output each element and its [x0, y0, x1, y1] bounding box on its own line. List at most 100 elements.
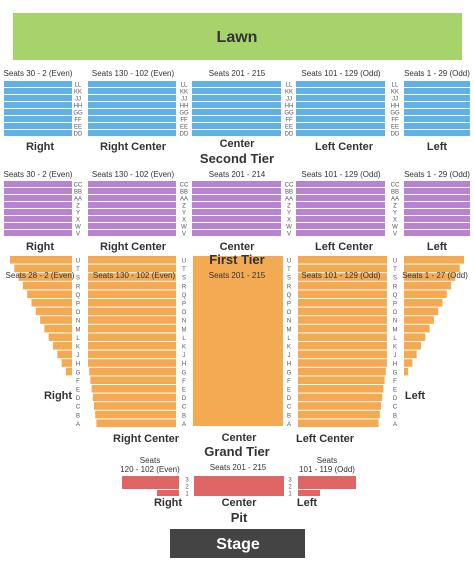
first-left-center-row-bar[interactable] [298, 316, 387, 324]
second-center-row-bar[interactable] [192, 230, 281, 236]
upper-left-row-bar[interactable] [404, 88, 470, 94]
first-left-center-row-bar[interactable] [298, 342, 387, 350]
upper-center-row-bar[interactable] [192, 88, 281, 94]
first-right-section[interactable] [10, 256, 73, 376]
upper-left-section[interactable] [404, 81, 470, 136]
first-left-row-bar[interactable] [404, 359, 413, 367]
pit-right-row-bar[interactable] [157, 490, 179, 496]
upper-center-row-bar[interactable] [192, 95, 281, 101]
first-left-center-row-bar[interactable] [298, 281, 387, 290]
upper-left-row-bar[interactable] [404, 109, 470, 115]
first-right-center-row-bar[interactable] [88, 307, 176, 316]
second-center-row-bar[interactable] [192, 202, 281, 208]
first-right-row-bar[interactable] [31, 299, 73, 307]
first-right-row-bar[interactable] [48, 333, 72, 341]
first-left-row-bar[interactable] [404, 264, 460, 273]
second-right-center-row-bar[interactable] [88, 223, 176, 229]
pit-right-section[interactable] [122, 476, 179, 496]
upper-left-row-bar[interactable] [404, 102, 470, 108]
upper-right-section[interactable] [4, 81, 72, 136]
first-left-row-bar[interactable] [404, 307, 439, 316]
second-right-center-row-bar[interactable] [88, 195, 176, 201]
upper-right-row-bar[interactable] [4, 81, 72, 87]
pit-right-row-bar[interactable] [122, 476, 179, 489]
second-left-row-bar[interactable] [404, 188, 470, 194]
first-left-center-row-bar[interactable] [298, 350, 387, 359]
upper-center-row-bar[interactable] [192, 116, 281, 122]
second-left-row-bar[interactable] [404, 202, 470, 208]
first-left-center-row-bar[interactable] [298, 324, 387, 333]
first-left-center-row-bar[interactable] [298, 376, 385, 384]
pit-left-row-bar[interactable] [298, 476, 356, 489]
second-right-center-row-bar[interactable] [88, 188, 176, 194]
first-left-row-bar[interactable] [404, 333, 426, 341]
second-center-row-bar[interactable] [192, 216, 281, 222]
second-left-row-bar[interactable] [404, 181, 470, 187]
second-left-row-bar[interactable] [404, 230, 470, 236]
first-left-row-bar[interactable] [404, 324, 430, 333]
first-left-section[interactable] [404, 256, 464, 376]
second-right-row-bar[interactable] [4, 209, 72, 215]
second-right-center-row-bar[interactable] [88, 181, 176, 187]
second-right-row-bar[interactable] [4, 202, 72, 208]
upper-right-row-bar[interactable] [4, 102, 72, 108]
second-right-center-row-bar[interactable] [88, 209, 176, 215]
first-right-center-row-bar[interactable] [91, 385, 176, 393]
first-right-center-row-bar[interactable] [88, 299, 176, 307]
first-right-center-row-bar[interactable] [88, 273, 176, 281]
lawn-area[interactable] [13, 13, 462, 60]
upper-center-row-bar[interactable] [192, 123, 281, 129]
second-left-center-row-bar[interactable] [296, 223, 385, 229]
first-right-center-row-bar[interactable] [92, 393, 176, 402]
first-left-center-row-bar[interactable] [298, 290, 387, 298]
first-right-row-bar[interactable] [40, 316, 72, 324]
upper-right-center-section[interactable] [88, 81, 176, 136]
second-right-row-bar[interactable] [4, 181, 72, 187]
second-left-row-bar[interactable] [404, 216, 470, 222]
upper-left-center-row-bar[interactable] [296, 130, 385, 136]
second-right-row-bar[interactable] [4, 223, 72, 229]
upper-center-row-bar[interactable] [192, 102, 281, 108]
first-left-row-bar[interactable] [404, 256, 464, 264]
first-left-center-row-bar[interactable] [298, 273, 387, 281]
first-right-row-bar[interactable] [14, 264, 73, 273]
upper-left-row-bar[interactable] [404, 81, 470, 87]
first-left-center-section[interactable] [298, 256, 387, 427]
second-right-section[interactable] [4, 181, 72, 236]
second-left-center-row-bar[interactable] [296, 188, 385, 194]
second-right-center-row-bar[interactable] [88, 230, 176, 236]
first-right-row-bar[interactable] [65, 367, 72, 376]
upper-center-row-bar[interactable] [192, 81, 281, 87]
second-left-center-row-bar[interactable] [296, 216, 385, 222]
first-center-block[interactable] [193, 256, 283, 426]
second-right-center-row-bar[interactable] [88, 202, 176, 208]
first-right-row-bar[interactable] [18, 273, 73, 281]
second-left-row-bar[interactable] [404, 195, 470, 201]
upper-left-center-row-bar[interactable] [296, 116, 385, 122]
first-left-row-bar[interactable] [404, 316, 434, 324]
upper-right-row-bar[interactable] [4, 109, 72, 115]
second-right-row-bar[interactable] [4, 230, 72, 236]
upper-right-center-row-bar[interactable] [88, 95, 176, 101]
first-left-center-row-bar[interactable] [298, 264, 387, 273]
upper-left-center-row-bar[interactable] [296, 109, 385, 115]
first-right-center-row-bar[interactable] [88, 316, 176, 324]
first-right-center-row-bar[interactable] [94, 402, 176, 410]
second-center-row-bar[interactable] [192, 223, 281, 229]
first-right-center-section[interactable] [88, 256, 176, 427]
upper-left-row-bar[interactable] [404, 116, 470, 122]
upper-right-center-row-bar[interactable] [88, 123, 176, 129]
second-right-row-bar[interactable] [4, 195, 72, 201]
first-right-row-bar[interactable] [44, 324, 72, 333]
first-right-center-row-bar[interactable] [96, 419, 176, 427]
first-left-center-row-bar[interactable] [298, 385, 384, 393]
first-center-section[interactable] [193, 256, 283, 426]
upper-left-row-bar[interactable] [404, 130, 470, 136]
second-left-center-row-bar[interactable] [296, 209, 385, 215]
pit-center-block[interactable] [194, 476, 284, 496]
first-left-row-bar[interactable] [404, 342, 421, 350]
upper-right-center-row-bar[interactable] [88, 81, 176, 87]
first-right-center-row-bar[interactable] [88, 342, 176, 350]
upper-right-center-row-bar[interactable] [88, 116, 176, 122]
upper-left-center-section[interactable] [296, 81, 385, 136]
